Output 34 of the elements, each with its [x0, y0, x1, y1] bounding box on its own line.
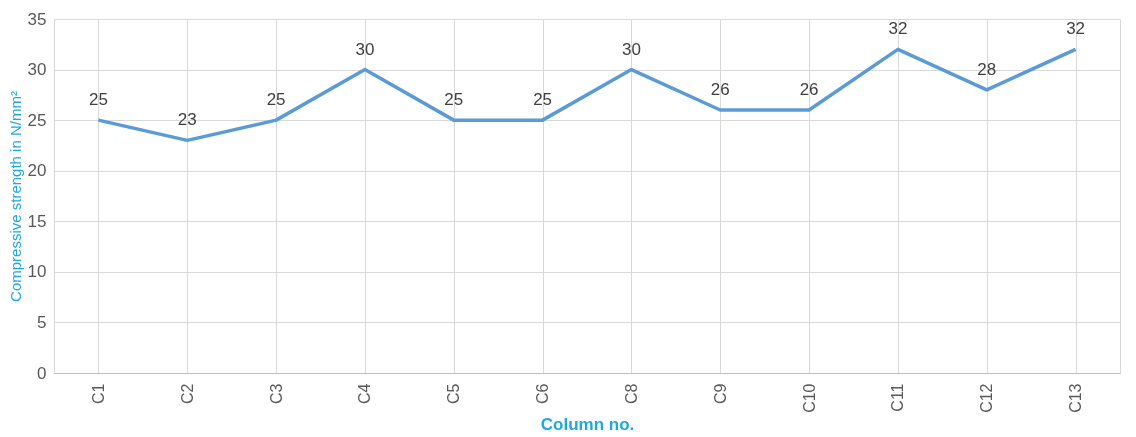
y-tick-label: 5 — [37, 312, 47, 332]
x-tick-label: C8 — [622, 383, 640, 404]
data-label: 25 — [266, 90, 286, 110]
data-label: 23 — [177, 110, 197, 130]
x-axis-title: Column no. — [540, 414, 635, 434]
x-tick-label: C1 — [89, 383, 107, 404]
x-tick-label: C4 — [356, 383, 374, 404]
y-tick-label: 0 — [37, 363, 47, 383]
x-tick-label: C12 — [978, 383, 996, 413]
y-tick-label: 25 — [27, 110, 47, 130]
x-tick-label: C5 — [445, 383, 463, 404]
data-label: 32 — [1066, 19, 1086, 39]
y-tick-label: 30 — [27, 60, 47, 80]
data-label: 26 — [710, 80, 730, 100]
x-tick-label: C3 — [267, 383, 285, 404]
x-tick-label: C2 — [178, 383, 196, 404]
data-label: 30 — [355, 39, 375, 59]
x-tick-label: C10 — [800, 383, 818, 413]
y-tick-label: 10 — [27, 262, 47, 282]
data-label: 25 — [444, 90, 464, 110]
data-label: 25 — [533, 90, 553, 110]
x-tick-label: C11 — [889, 383, 907, 412]
y-tick-label: 15 — [27, 211, 47, 231]
data-label: 28 — [977, 59, 997, 79]
y-axis-title: Compressive strength in N/mm² — [6, 91, 24, 302]
x-tick-label: C9 — [711, 383, 729, 404]
x-tick-label: C6 — [534, 383, 552, 404]
data-label: 25 — [88, 90, 108, 110]
data-label: 32 — [888, 19, 908, 39]
y-tick-label: 35 — [27, 9, 47, 29]
y-tick-label: 20 — [27, 161, 47, 181]
data-label: 30 — [621, 39, 641, 59]
x-tick-label: C13 — [1067, 383, 1085, 413]
data-label: 26 — [799, 80, 819, 100]
